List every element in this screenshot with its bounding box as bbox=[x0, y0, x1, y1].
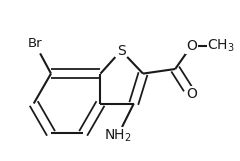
Text: NH$_2$: NH$_2$ bbox=[104, 128, 132, 144]
Text: S: S bbox=[117, 44, 126, 58]
Text: O: O bbox=[186, 39, 197, 53]
Text: CH$_3$: CH$_3$ bbox=[207, 38, 235, 54]
Text: O: O bbox=[186, 87, 197, 101]
Text: Br: Br bbox=[28, 37, 42, 50]
